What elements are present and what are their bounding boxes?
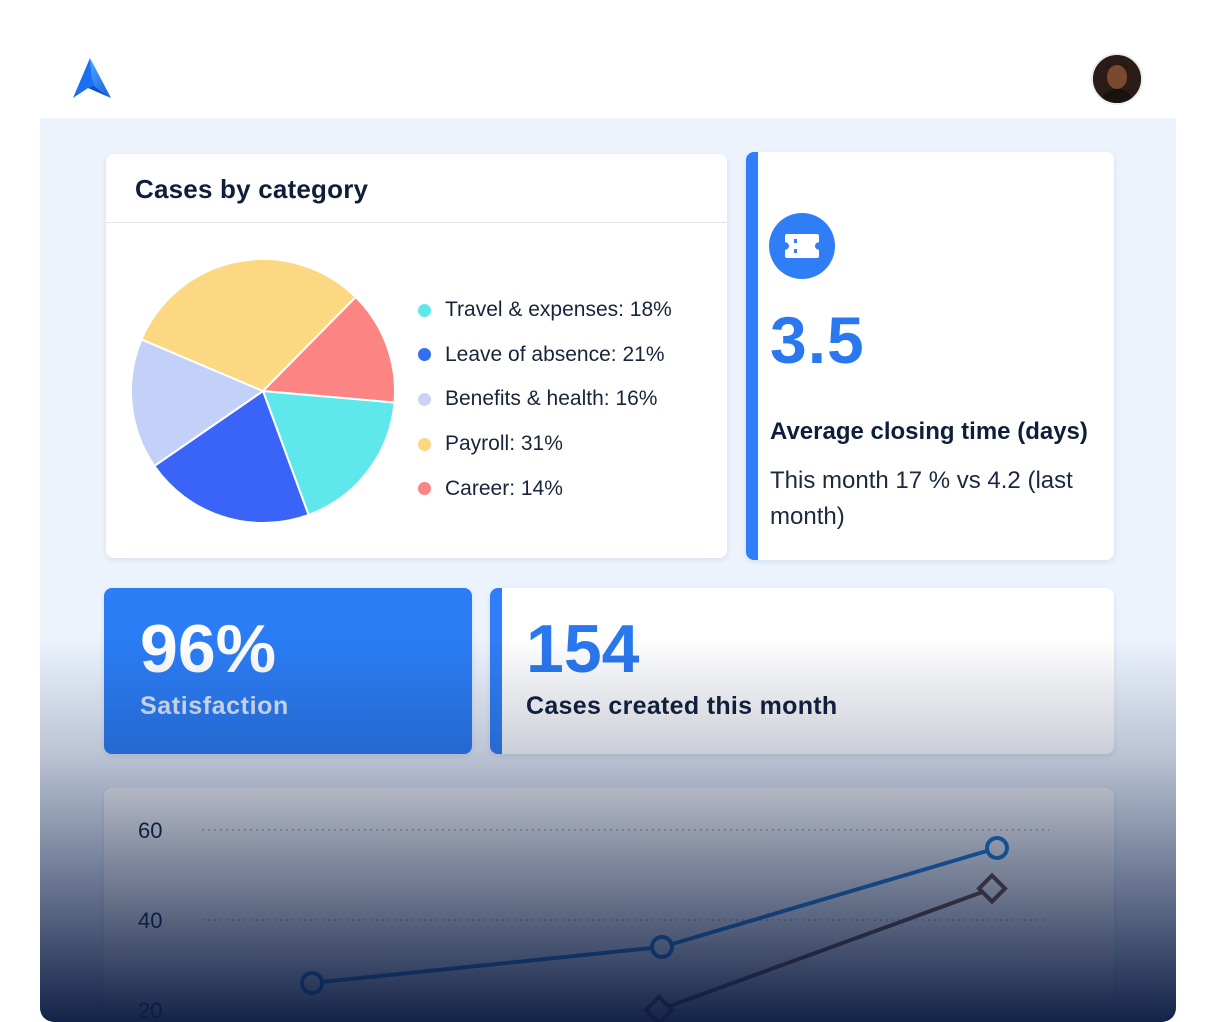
average-closing-label: Average closing time (days) xyxy=(770,418,1088,445)
dashboard-panel: Cases by category Travel & expenses: 18%… xyxy=(40,118,1176,1022)
series-line-1 xyxy=(311,846,998,985)
data-point-marker xyxy=(650,935,674,959)
legend-dot xyxy=(418,303,431,317)
legend-dot xyxy=(418,482,431,496)
card-divider xyxy=(106,222,727,223)
pie-slice-career xyxy=(260,295,396,404)
average-closing-time-card: 3.5 Average closing time (days) This mon… xyxy=(746,152,1114,560)
accent-stripe xyxy=(746,152,758,560)
legend-label: Payroll: 31% xyxy=(445,432,563,456)
pie-slice-leave-of-absence xyxy=(152,389,310,524)
pie-slice-travel-expenses xyxy=(261,389,396,517)
data-point-marker xyxy=(976,872,1008,905)
legend-dot xyxy=(418,437,431,451)
category-pie-chart xyxy=(130,258,396,524)
legend-label: Benefits & health: 16% xyxy=(445,387,658,411)
data-point-marker xyxy=(300,971,324,995)
satisfaction-card: 96% Satisfaction xyxy=(104,588,472,754)
legend-label: Travel & expenses: 18% xyxy=(445,298,672,322)
ticket-icon xyxy=(769,213,835,279)
series-line-2 xyxy=(658,886,993,1012)
cases-created-label: Cases created this month xyxy=(526,692,838,720)
trend-chart-card: 60 40 20 xyxy=(104,788,1114,1022)
legend-item-benefits: Benefits & health: 16% xyxy=(418,377,672,422)
data-point-marker xyxy=(985,836,1009,860)
legend-label: Leave of absence: 21% xyxy=(445,342,665,366)
average-closing-value: 3.5 xyxy=(770,303,865,377)
legend-dot xyxy=(418,392,431,406)
comparison-note: This month 17 % vs 4.2 (last month) xyxy=(770,467,1073,530)
cases-created-card: 154 Cases created this month xyxy=(490,588,1114,754)
pie-slice-benefits-health xyxy=(130,338,266,468)
y-tick-label: 60 xyxy=(138,818,162,843)
data-point-marker xyxy=(643,994,675,1022)
y-tick-label: 20 xyxy=(138,998,162,1022)
pie-slice-payroll xyxy=(140,258,358,393)
cases-created-value: 154 xyxy=(526,611,640,687)
legend-item-leave: Leave of absence: 21% xyxy=(418,333,672,378)
satisfaction-value: 96% xyxy=(140,611,277,687)
legend-item-payroll: Payroll: 31% xyxy=(418,422,672,467)
accent-stripe xyxy=(490,588,502,754)
cases-by-category-card: Cases by category Travel & expenses: 18%… xyxy=(106,154,727,558)
trend-line-chart: 60 40 20 xyxy=(138,818,1049,1022)
legend-dot xyxy=(418,348,431,362)
legend-item-travel: Travel & expenses: 18% xyxy=(418,288,672,333)
card-title: Cases by category xyxy=(135,174,369,204)
legend-item-career: Career: 14% xyxy=(418,466,672,511)
pie-legend: Travel & expenses: 18% Leave of absence:… xyxy=(418,288,672,511)
legend-label: Career: 14% xyxy=(445,476,563,500)
brand-logo-icon[interactable] xyxy=(70,56,114,100)
user-avatar[interactable] xyxy=(1091,53,1143,105)
y-tick-label: 40 xyxy=(138,908,162,933)
satisfaction-label: Satisfaction xyxy=(140,692,289,720)
